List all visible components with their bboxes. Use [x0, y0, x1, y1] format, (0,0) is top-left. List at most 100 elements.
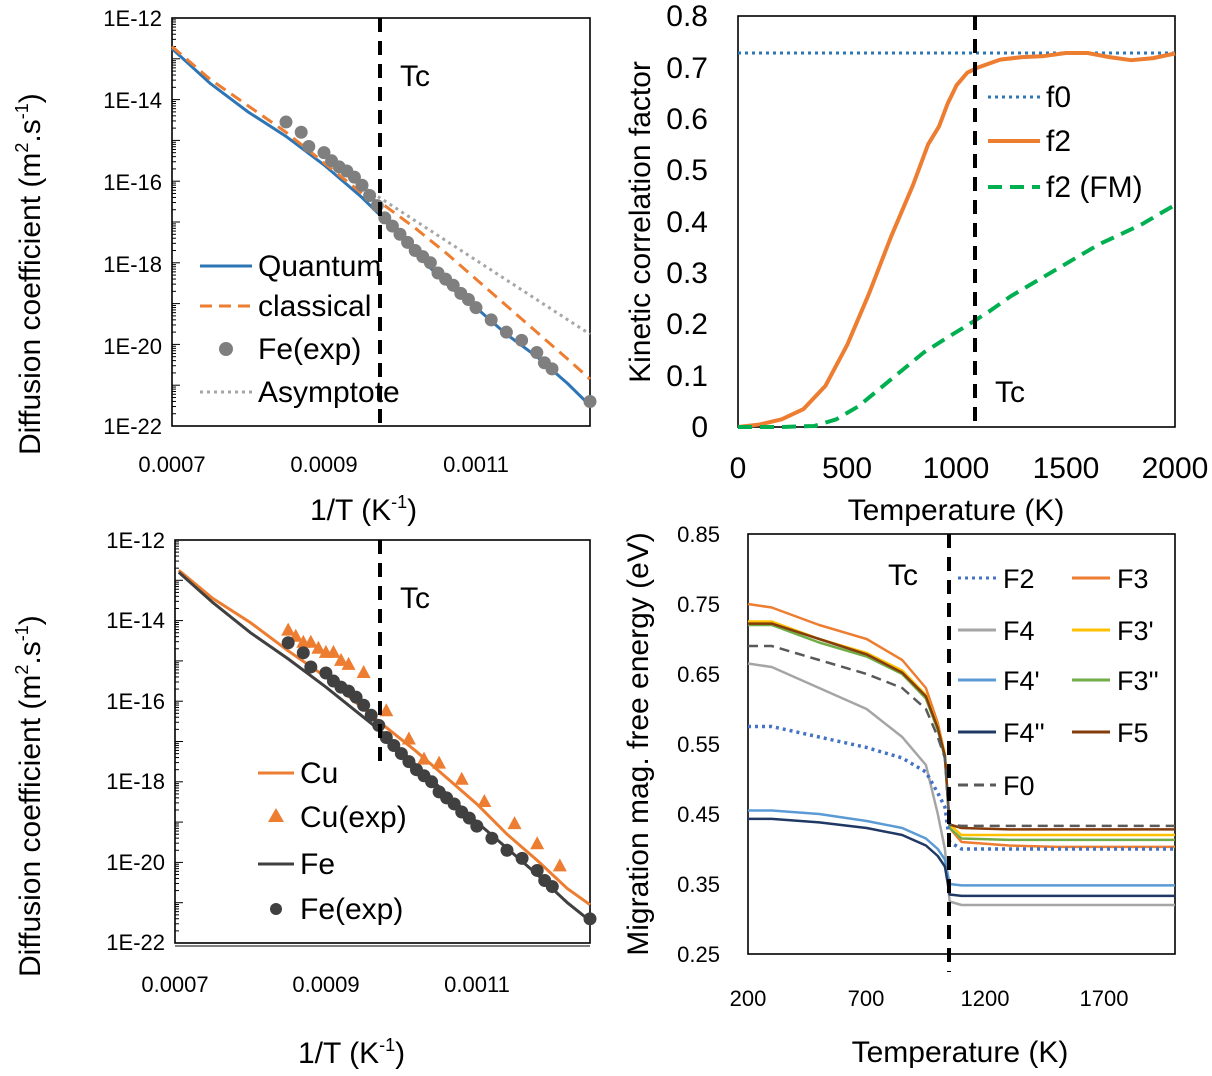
x-tick-label: 1700	[1080, 986, 1129, 1011]
x-tick-label: 0.0011	[444, 972, 510, 997]
data-point-cu-exp	[454, 771, 469, 785]
y-tick-label: 1E-20	[106, 850, 165, 875]
x-axis-title: 1/T (K-1)	[298, 1035, 405, 1070]
x-tick-label: 500	[822, 452, 872, 485]
y-tick-label: 0.55	[677, 732, 720, 757]
data-point-cu-exp	[477, 793, 492, 807]
x-tick-label: 700	[848, 986, 885, 1011]
x-tick-label: 0.0007	[138, 452, 205, 477]
legend-f2-fm: f2 (FM)	[1046, 171, 1143, 204]
y-tick-label: 1E-12	[106, 528, 165, 553]
series-line-f0	[748, 644, 1175, 828]
panel-top-left-diffusion: 1E-12 1E-14 1E-16 1E-18 1E-20 1E-22 0.00…	[12, 6, 597, 527]
legend-f4-prime: F4'	[1003, 666, 1040, 696]
legend-fe: Fe	[300, 848, 335, 881]
y-tick-label: 0.4	[666, 206, 708, 239]
x-tick-label: 0.0007	[141, 972, 208, 997]
legend-swatch-fe-exp	[270, 903, 282, 915]
x-ticks: 0.0007 0.0009 0.0011	[141, 972, 509, 997]
panel-bottom-left-diffusion: 1E-12 1E-14 1E-16 1E-18 1E-20 1E-22 0.00…	[12, 528, 597, 1070]
x-ticks: 0.0007 0.0009 0.0011	[138, 452, 508, 477]
data-point-fe-exp	[545, 362, 559, 376]
y-tick-label: 0.6	[666, 103, 708, 136]
series-line-fe	[177, 571, 591, 923]
series-line-f2	[737, 50, 1176, 429]
data-point-cu-exp	[356, 664, 371, 678]
data-point-fe-exp	[355, 178, 369, 192]
data-point-fe-exp	[545, 880, 559, 894]
x-tick-label: 1000	[923, 452, 990, 485]
y-tick-label: 0.2	[666, 308, 708, 341]
y-tick-label: 1E-18	[103, 252, 162, 277]
y-tick-label: 1E-16	[106, 689, 165, 714]
panel-top-right-correlation: 0 0.1 0.2 0.3 0.4 0.5 0.6 0.7 0.8 0 500 …	[624, 0, 1208, 527]
y-tick-label: 1E-18	[106, 769, 165, 794]
plot-marks	[175, 541, 597, 944]
plot-marks	[170, 19, 597, 427]
data-point-fe-exp	[296, 646, 310, 660]
y-tick-label: 0.5	[666, 154, 708, 187]
data-point-fe-exp	[530, 863, 544, 877]
x-tick-label: 200	[730, 986, 767, 1011]
data-point-cu-exp	[334, 652, 348, 666]
data-point-fe-exp	[583, 395, 597, 409]
y-ticks: 0 0.1 0.2 0.3 0.4 0.5 0.6 0.7 0.8	[666, 0, 708, 444]
x-tick-label: 0.0009	[290, 452, 357, 477]
data-point-fe-exp	[317, 146, 331, 160]
y-tick-label: 1E-22	[103, 414, 162, 439]
x-tick-label: 0.0009	[292, 972, 359, 997]
x-axis-title: Temperature (K)	[848, 494, 1065, 527]
y-tick-label: 1E-20	[103, 334, 162, 359]
plot-frame	[747, 533, 1176, 955]
data-point-cu-exp	[507, 816, 522, 830]
series-line-f2	[748, 724, 1175, 851]
y-tick-label: 1E-14	[106, 608, 165, 633]
y-axis-title: Diffusion coefficient (m2.s-1)	[12, 93, 47, 455]
data-point-cu-exp	[432, 755, 447, 769]
y-tick-label: 0.8	[666, 0, 708, 33]
x-ticks: 200 700 1200 1700	[730, 986, 1129, 1011]
data-point-fe-exp	[281, 636, 295, 650]
data-point-fe-exp	[401, 235, 415, 249]
data-point-cu-exp	[401, 731, 416, 745]
data-point-fe-exp	[485, 831, 499, 845]
data-point-fe-exp	[279, 115, 293, 129]
series-line-f5	[748, 622, 1175, 831]
legend: Cu Cu(exp) Fe Fe(exp)	[258, 757, 407, 926]
data-point-fe-exp	[515, 333, 529, 347]
plot-frame	[737, 15, 1176, 428]
data-point-fe-exp	[500, 843, 514, 857]
data-point-cu-exp	[552, 858, 567, 872]
y-tick-label: 0.25	[677, 942, 720, 967]
data-point-fe-exp	[363, 188, 377, 202]
legend-cu-exp: Cu(exp)	[300, 801, 407, 834]
data-point-cu-exp	[530, 836, 545, 850]
series-line-f4-double-prime	[748, 817, 1175, 898]
legend-f2: F2	[1003, 564, 1035, 594]
y-axis-title: Diffusion coefficient (m2.s-1)	[12, 615, 47, 977]
y-ticks: 1E-12 1E-14 1E-16 1E-18 1E-20 1E-22	[106, 528, 165, 955]
data-point-fe-exp	[470, 819, 484, 833]
legend-f3: F3	[1117, 564, 1149, 594]
x-tick-label: 0	[730, 452, 747, 485]
tc-label: Tc	[400, 582, 430, 615]
legend-fe-exp: Fe(exp)	[258, 333, 361, 366]
data-point-fe-exp	[446, 278, 460, 292]
data-point-fe-exp	[294, 125, 308, 139]
legend-f4-double-prime: F4''	[1003, 718, 1045, 748]
y-tick-label: 0.75	[677, 592, 720, 617]
legend-f0: F0	[1003, 771, 1035, 801]
data-point-cu-exp	[281, 622, 296, 636]
y-tick-label: 0.85	[677, 522, 720, 547]
data-point-fe-exp	[425, 775, 439, 789]
series-line-f4	[747, 662, 1175, 907]
data-point-fe-exp	[484, 313, 498, 327]
legend-f2: f2	[1046, 125, 1071, 158]
data-point-fe-exp	[385, 219, 399, 233]
x-tick-label: 1500	[1033, 452, 1100, 485]
data-point-fe-exp	[347, 170, 361, 184]
series-line-f4-prime	[748, 809, 1175, 887]
y-tick-label: 0	[691, 411, 708, 444]
legend: f0 f2 f2 (FM)	[988, 81, 1143, 204]
